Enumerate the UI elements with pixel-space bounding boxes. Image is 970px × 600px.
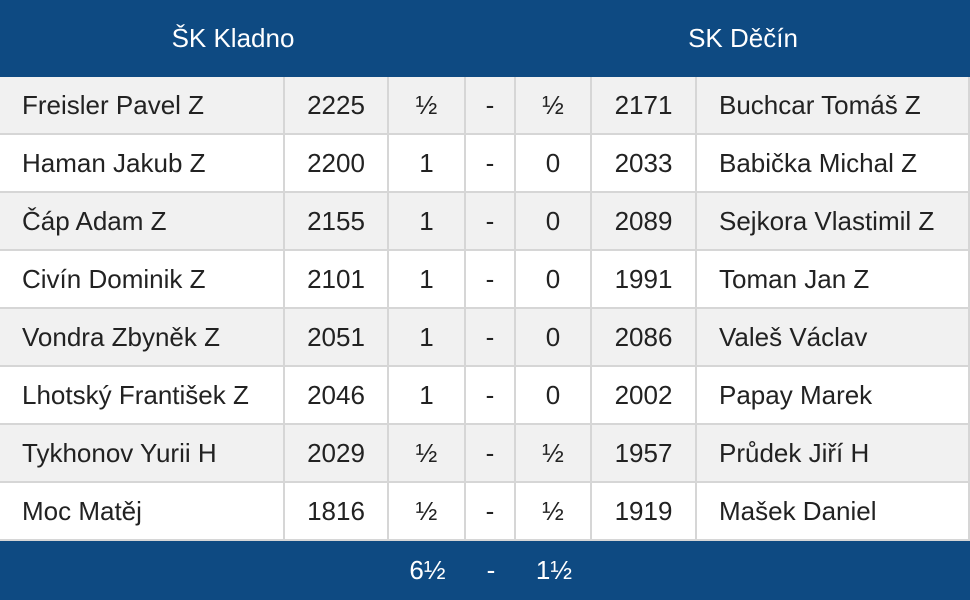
footer-band (0, 541, 970, 600)
home-rating: 2101 (285, 251, 389, 309)
header-band (0, 0, 970, 77)
away-player: Mašek Daniel (697, 483, 970, 541)
away-score: ½ (516, 77, 592, 135)
separator: - (466, 193, 516, 251)
home-player: Freisler Pavel Z (0, 77, 285, 135)
home-score: ½ (389, 77, 466, 135)
home-player: Čáp Adam Z (0, 193, 285, 251)
total-score: 1½ (535, 555, 573, 585)
away-rating: 2033 (592, 135, 697, 193)
away-rating: 2089 (592, 193, 697, 251)
separator: - (466, 251, 516, 309)
home-player: Civín Dominik Z (0, 251, 285, 309)
away-score: 0 (516, 135, 592, 193)
separator: - (466, 309, 516, 367)
home-score: ½ (389, 425, 466, 483)
separator: - (466, 425, 516, 483)
away-rating: 1919 (592, 483, 697, 541)
away-score: 0 (516, 367, 592, 425)
away-rating: 2086 (592, 309, 697, 367)
separator: - (466, 367, 516, 425)
away-player: Toman Jan Z (697, 251, 970, 309)
total-score: - (486, 555, 496, 585)
away-team: SK Děčín (688, 23, 798, 53)
home-player: Lhotský František Z (0, 367, 285, 425)
away-rating: 2002 (592, 367, 697, 425)
home-rating: 2051 (285, 309, 389, 367)
away-player: Buchcar Tomáš Z (697, 77, 970, 135)
home-rating: 1816 (285, 483, 389, 541)
home-player: Haman Jakub Z (0, 135, 285, 193)
away-player: Sejkora Vlastimil Z (697, 193, 970, 251)
total-score: 6½ (409, 555, 446, 585)
away-score: 0 (516, 193, 592, 251)
away-rating: 1957 (592, 425, 697, 483)
home-player: Tykhonov Yurii H (0, 425, 285, 483)
away-score: 0 (516, 309, 592, 367)
away-player: Průdek Jiří H (697, 425, 970, 483)
separator: - (466, 135, 516, 193)
separator: - (466, 483, 516, 541)
away-player: Papay Marek (697, 367, 970, 425)
home-score: 1 (389, 251, 466, 309)
away-player: Valeš Václav (697, 309, 970, 367)
away-rating: 2171 (592, 77, 697, 135)
home-score: 1 (389, 193, 466, 251)
home-player: Moc Matěj (0, 483, 285, 541)
home-score: 1 (389, 135, 466, 193)
home-rating: 2225 (285, 77, 389, 135)
home-player: Vondra Zbyněk Z (0, 309, 285, 367)
home-rating: 2046 (285, 367, 389, 425)
home-score: 1 (389, 367, 466, 425)
home-rating: 2200 (285, 135, 389, 193)
away-score: 0 (516, 251, 592, 309)
home-rating: 2155 (285, 193, 389, 251)
away-score: ½ (516, 483, 592, 541)
home-score: ½ (389, 483, 466, 541)
away-rating: 1991 (592, 251, 697, 309)
separator: - (466, 77, 516, 135)
home-team: ŠK Kladno (171, 23, 295, 53)
away-score: ½ (516, 425, 592, 483)
away-player: Babička Michal Z (697, 135, 970, 193)
home-rating: 2029 (285, 425, 389, 483)
home-score: 1 (389, 309, 466, 367)
